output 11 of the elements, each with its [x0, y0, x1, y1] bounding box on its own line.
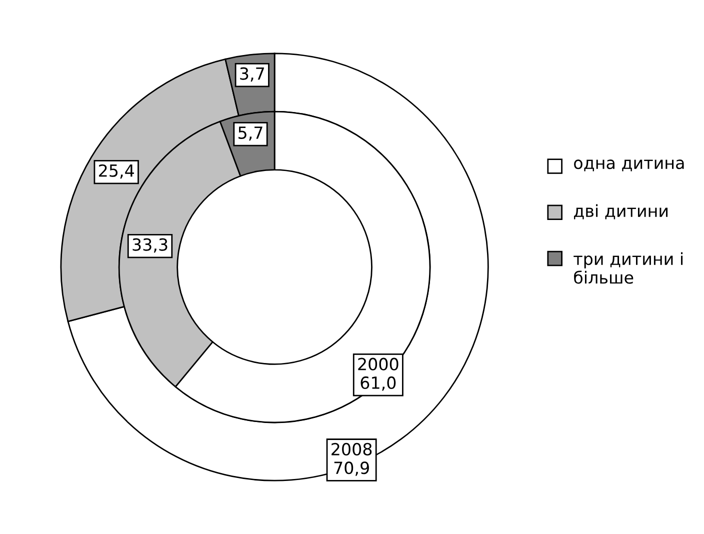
- data-label: 33,3: [132, 238, 168, 253]
- data-label: 3,7: [240, 67, 264, 82]
- data-label: 5,7: [238, 126, 262, 141]
- slice-label: 2008: [332, 442, 372, 456]
- data-label: 61,0: [360, 376, 396, 391]
- data-label: 70,9: [334, 462, 369, 476]
- slice-label: 2000: [358, 358, 398, 370]
- data-label: 25,4: [99, 164, 134, 179]
- legend-label: одна дитина: [574, 160, 684, 172]
- legend-label: три дитини і більше: [574, 252, 683, 284]
- legend-label: дві дитини: [574, 204, 668, 220]
